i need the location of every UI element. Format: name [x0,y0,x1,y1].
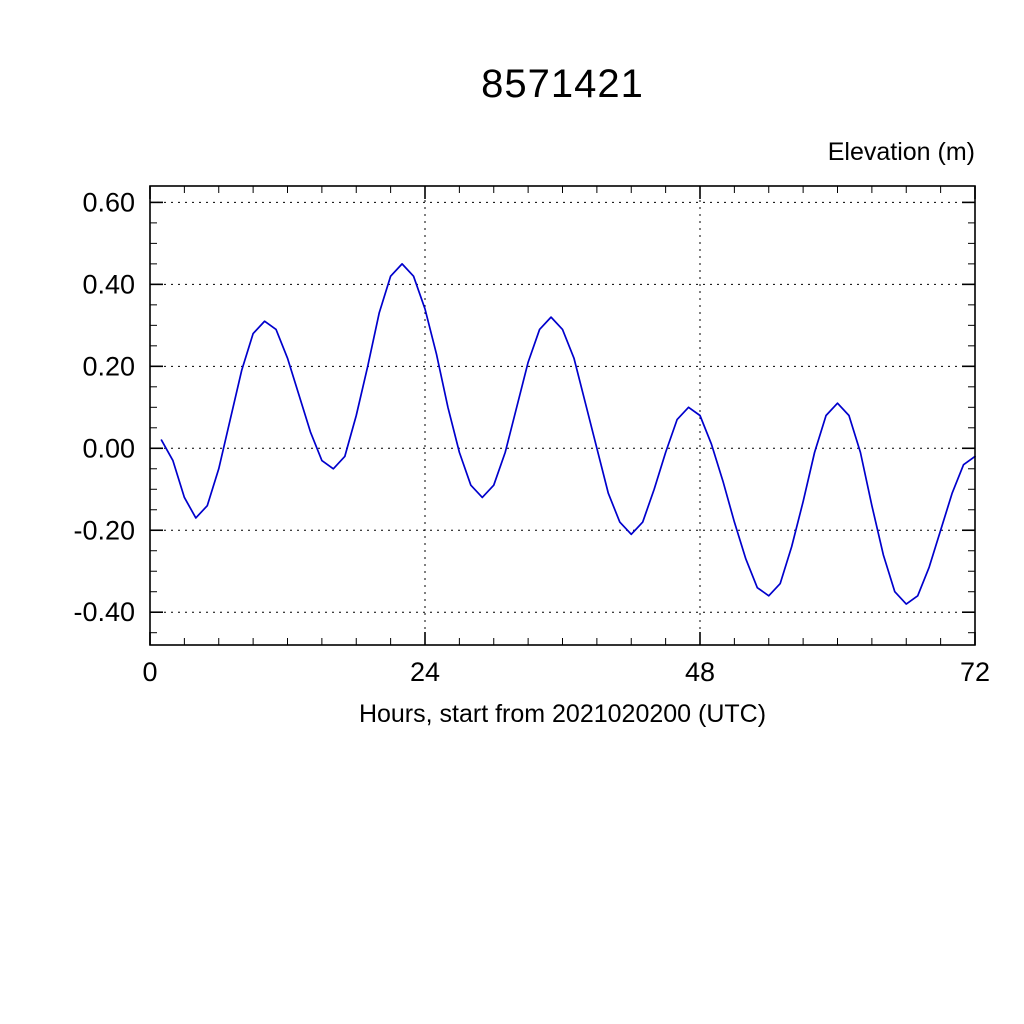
y-tick-label: 0.20 [82,351,135,381]
y-tick-label: -0.40 [73,597,135,627]
x-axis-title: Hours, start from 2021020200 (UTC) [358,700,767,728]
chart-title: 8571421 [481,62,644,106]
y-tick-label: 0.40 [82,269,135,299]
plot-frame [149,185,976,646]
x-tick-label: 0 [142,657,157,687]
x-tick-label: 24 [410,657,440,687]
y-tick-label: -0.20 [73,515,135,545]
y-tick-label: 0.00 [82,433,135,463]
elevation-series-line [160,263,976,605]
x-tick-label: 72 [960,657,990,687]
y-axis-title: Elevation (m) [827,138,975,166]
y-tick-label: 0.60 [82,187,135,217]
x-tick-label: 48 [685,657,715,687]
